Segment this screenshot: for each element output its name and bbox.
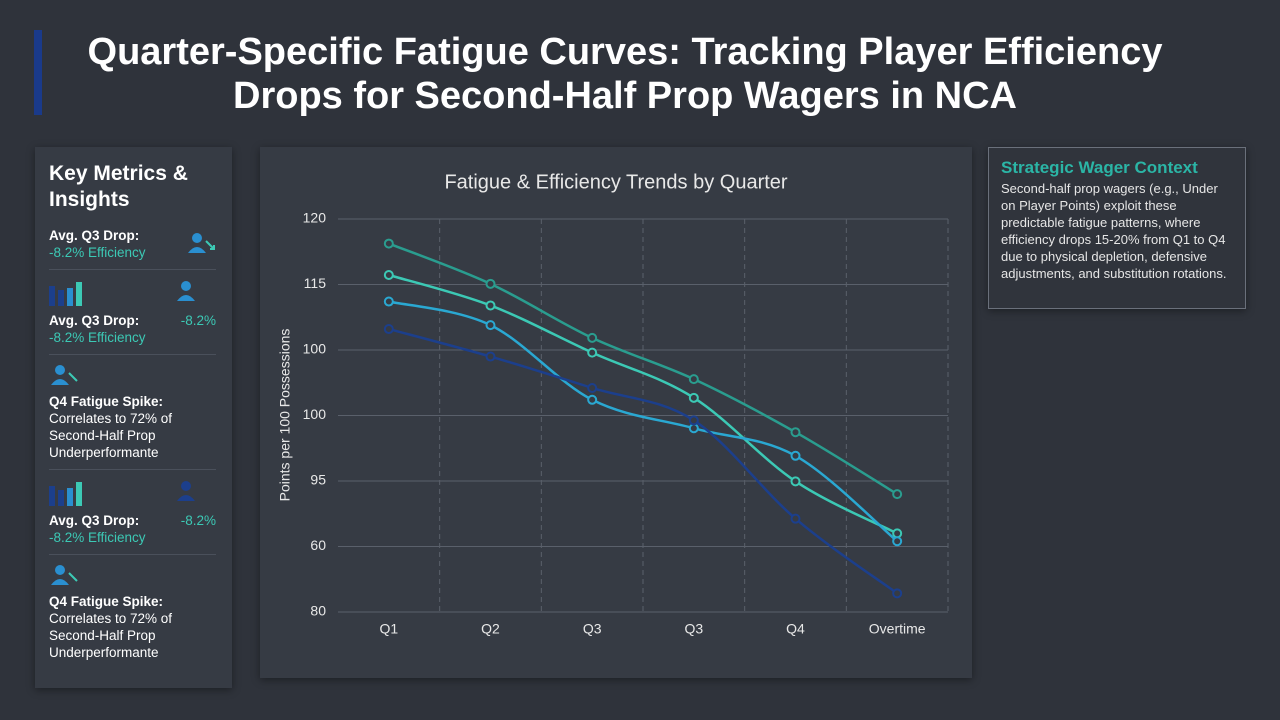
x-tick-label: Q1 — [379, 621, 398, 637]
metric: Avg. Q3 Drop: -8.2% -8.2% Efficiency — [49, 270, 216, 355]
metric: Q4 Fatigue Spike: Correlates to 72% of S… — [49, 355, 216, 470]
y-tick-label: 100 — [303, 341, 327, 357]
x-tick-label: Q3 — [684, 621, 703, 637]
data-point — [383, 270, 394, 281]
series-line — [388, 327, 898, 595]
chart-panel: Fatigue & Efficiency Trends by Quarter P… — [260, 147, 972, 678]
metric-label: Q4 Fatigue Spike: — [49, 594, 164, 609]
context-panel: Strategic Wager Context Second-half prop… — [988, 147, 1246, 309]
data-point — [688, 423, 699, 434]
data-point — [892, 536, 903, 547]
data-point — [485, 351, 496, 362]
data-point — [587, 347, 598, 358]
metric-detail: Correlates to 72% of Second-Half Prop Un… — [49, 411, 173, 460]
y-tick-label: 80 — [310, 603, 326, 619]
y-tick-label: 95 — [310, 472, 326, 488]
x-tick-label: Overtime — [869, 621, 926, 637]
metric: Avg. Q3 Drop: -8.2% -8.2% Efficiency — [49, 470, 216, 555]
data-point — [790, 476, 801, 487]
y-axis-label: Points per 100 Possessions — [277, 329, 293, 502]
icon — [51, 365, 78, 385]
chart-title: Fatigue & Efficiency Trends by Quarter — [444, 171, 787, 193]
metric-detail: -8.2% Efficiency — [49, 530, 146, 545]
series-line — [388, 300, 898, 543]
chart: Fatigue & Efficiency Trends by Quarter P… — [277, 171, 949, 637]
metric-label: Avg. Q3 Drop: — [49, 513, 140, 528]
x-tick-label: Q4 — [786, 621, 805, 637]
data-point — [485, 300, 496, 311]
accent-bar — [34, 30, 42, 115]
metric: Avg. Q3 Drop: -8.2% Efficiency — [49, 219, 216, 270]
metric-value: -8.2% — [180, 513, 216, 528]
data-point — [383, 296, 394, 307]
y-tick-label: 100 — [303, 406, 327, 422]
icon — [188, 233, 215, 253]
data-point — [892, 528, 903, 539]
x-tick-label: Q2 — [481, 621, 500, 637]
x-tick-label: Q3 — [583, 621, 602, 637]
data-point — [485, 320, 496, 331]
metric-detail: -8.2% Efficiency — [49, 245, 146, 260]
metric-value: -8.2% — [180, 313, 216, 328]
page-title: Quarter-Specific Fatigue Curves: Trackin… — [87, 31, 1163, 117]
icon — [49, 481, 195, 506]
data-point — [688, 415, 699, 426]
data-point — [892, 588, 903, 599]
series-line — [388, 273, 898, 535]
context-text: Second-half prop wagers (e.g., Under on … — [1001, 181, 1227, 281]
data-point — [790, 513, 801, 524]
y-tick-label: 120 — [303, 210, 327, 226]
series-line — [388, 242, 898, 496]
data-point — [587, 332, 598, 343]
data-point — [688, 392, 699, 403]
data-point — [383, 238, 394, 249]
data-point — [790, 450, 801, 461]
context-heading: Strategic Wager Context — [1001, 158, 1198, 177]
data-point — [790, 427, 801, 438]
metric-label: Avg. Q3 Drop: — [49, 313, 140, 328]
data-point — [892, 489, 903, 500]
metric-label: Q4 Fatigue Spike: — [49, 394, 164, 409]
data-point — [688, 374, 699, 385]
y-tick-label: 60 — [310, 537, 326, 553]
metric-detail: Correlates to 72% of Second-Half Prop Un… — [49, 611, 173, 660]
panel-heading: Key Metrics & Insights — [49, 162, 188, 211]
metric-label: Avg. Q3 Drop: — [49, 228, 140, 243]
data-point — [587, 382, 598, 393]
metric-detail: -8.2% Efficiency — [49, 330, 146, 345]
data-point — [383, 324, 394, 335]
data-point — [587, 394, 598, 405]
y-tick-label: 115 — [304, 275, 327, 291]
metrics-panel: Key Metrics & Insights Avg. Q3 Drop: -8.… — [35, 147, 232, 688]
icon — [51, 565, 78, 585]
icon — [49, 281, 195, 306]
data-point — [485, 278, 496, 289]
metric: Q4 Fatigue Spike: Correlates to 72% of S… — [49, 555, 216, 669]
